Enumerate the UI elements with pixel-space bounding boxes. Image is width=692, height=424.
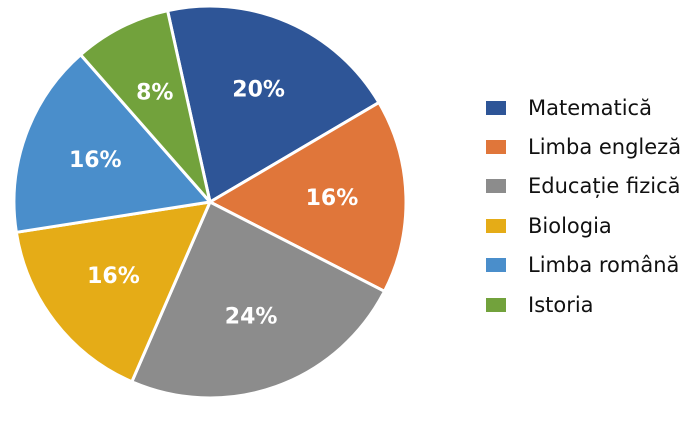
legend-item-istoria: Istoria <box>486 285 681 324</box>
legend-label: Limba română <box>528 253 680 278</box>
pie-slice-educatie-fizica <box>130 200 386 400</box>
data-label-istoria: 8% <box>136 81 173 106</box>
pie-slice-limba-engleza <box>208 101 408 293</box>
legend-item-limba-romana: Limba română <box>486 246 681 285</box>
legend: Matematică Limba engleză Educație fizică… <box>486 88 681 324</box>
legend-label: Biologia <box>528 213 612 238</box>
legend-label: Limba engleză <box>528 135 682 160</box>
legend-swatch <box>486 100 506 115</box>
legend-label: Educație fizică <box>528 174 681 199</box>
legend-label: Istoria <box>528 292 594 317</box>
legend-swatch <box>486 140 506 155</box>
pie-slice-biologia <box>14 200 212 384</box>
legend-swatch <box>486 218 506 233</box>
legend-item-biologia: Biologia <box>486 206 681 245</box>
legend-item-educatie-fizica: Educație fizică <box>486 167 681 206</box>
legend-swatch <box>486 179 506 194</box>
data-label-biologia: 16% <box>87 264 140 289</box>
legend-item-limba-engleza: Limba engleză <box>486 127 681 166</box>
data-label-limba-romana: 16% <box>69 148 122 173</box>
data-label-matematica: 20% <box>232 78 285 103</box>
legend-swatch <box>486 297 506 312</box>
pie-slice-istoria <box>79 9 212 204</box>
data-label-educatie-fizica: 24% <box>225 304 278 329</box>
legend-swatch <box>486 258 506 273</box>
legend-item-matematica: Matematică <box>486 88 681 127</box>
legend-label: Matematică <box>528 95 652 120</box>
pie-labels: 20% 16% 24% 16% 16% 8% <box>69 78 358 330</box>
pie-slices <box>12 4 408 400</box>
pie-slice-matematica <box>166 4 381 204</box>
pie-slice-limba-romana <box>12 53 212 234</box>
data-label-limba-engleza: 16% <box>306 186 359 211</box>
